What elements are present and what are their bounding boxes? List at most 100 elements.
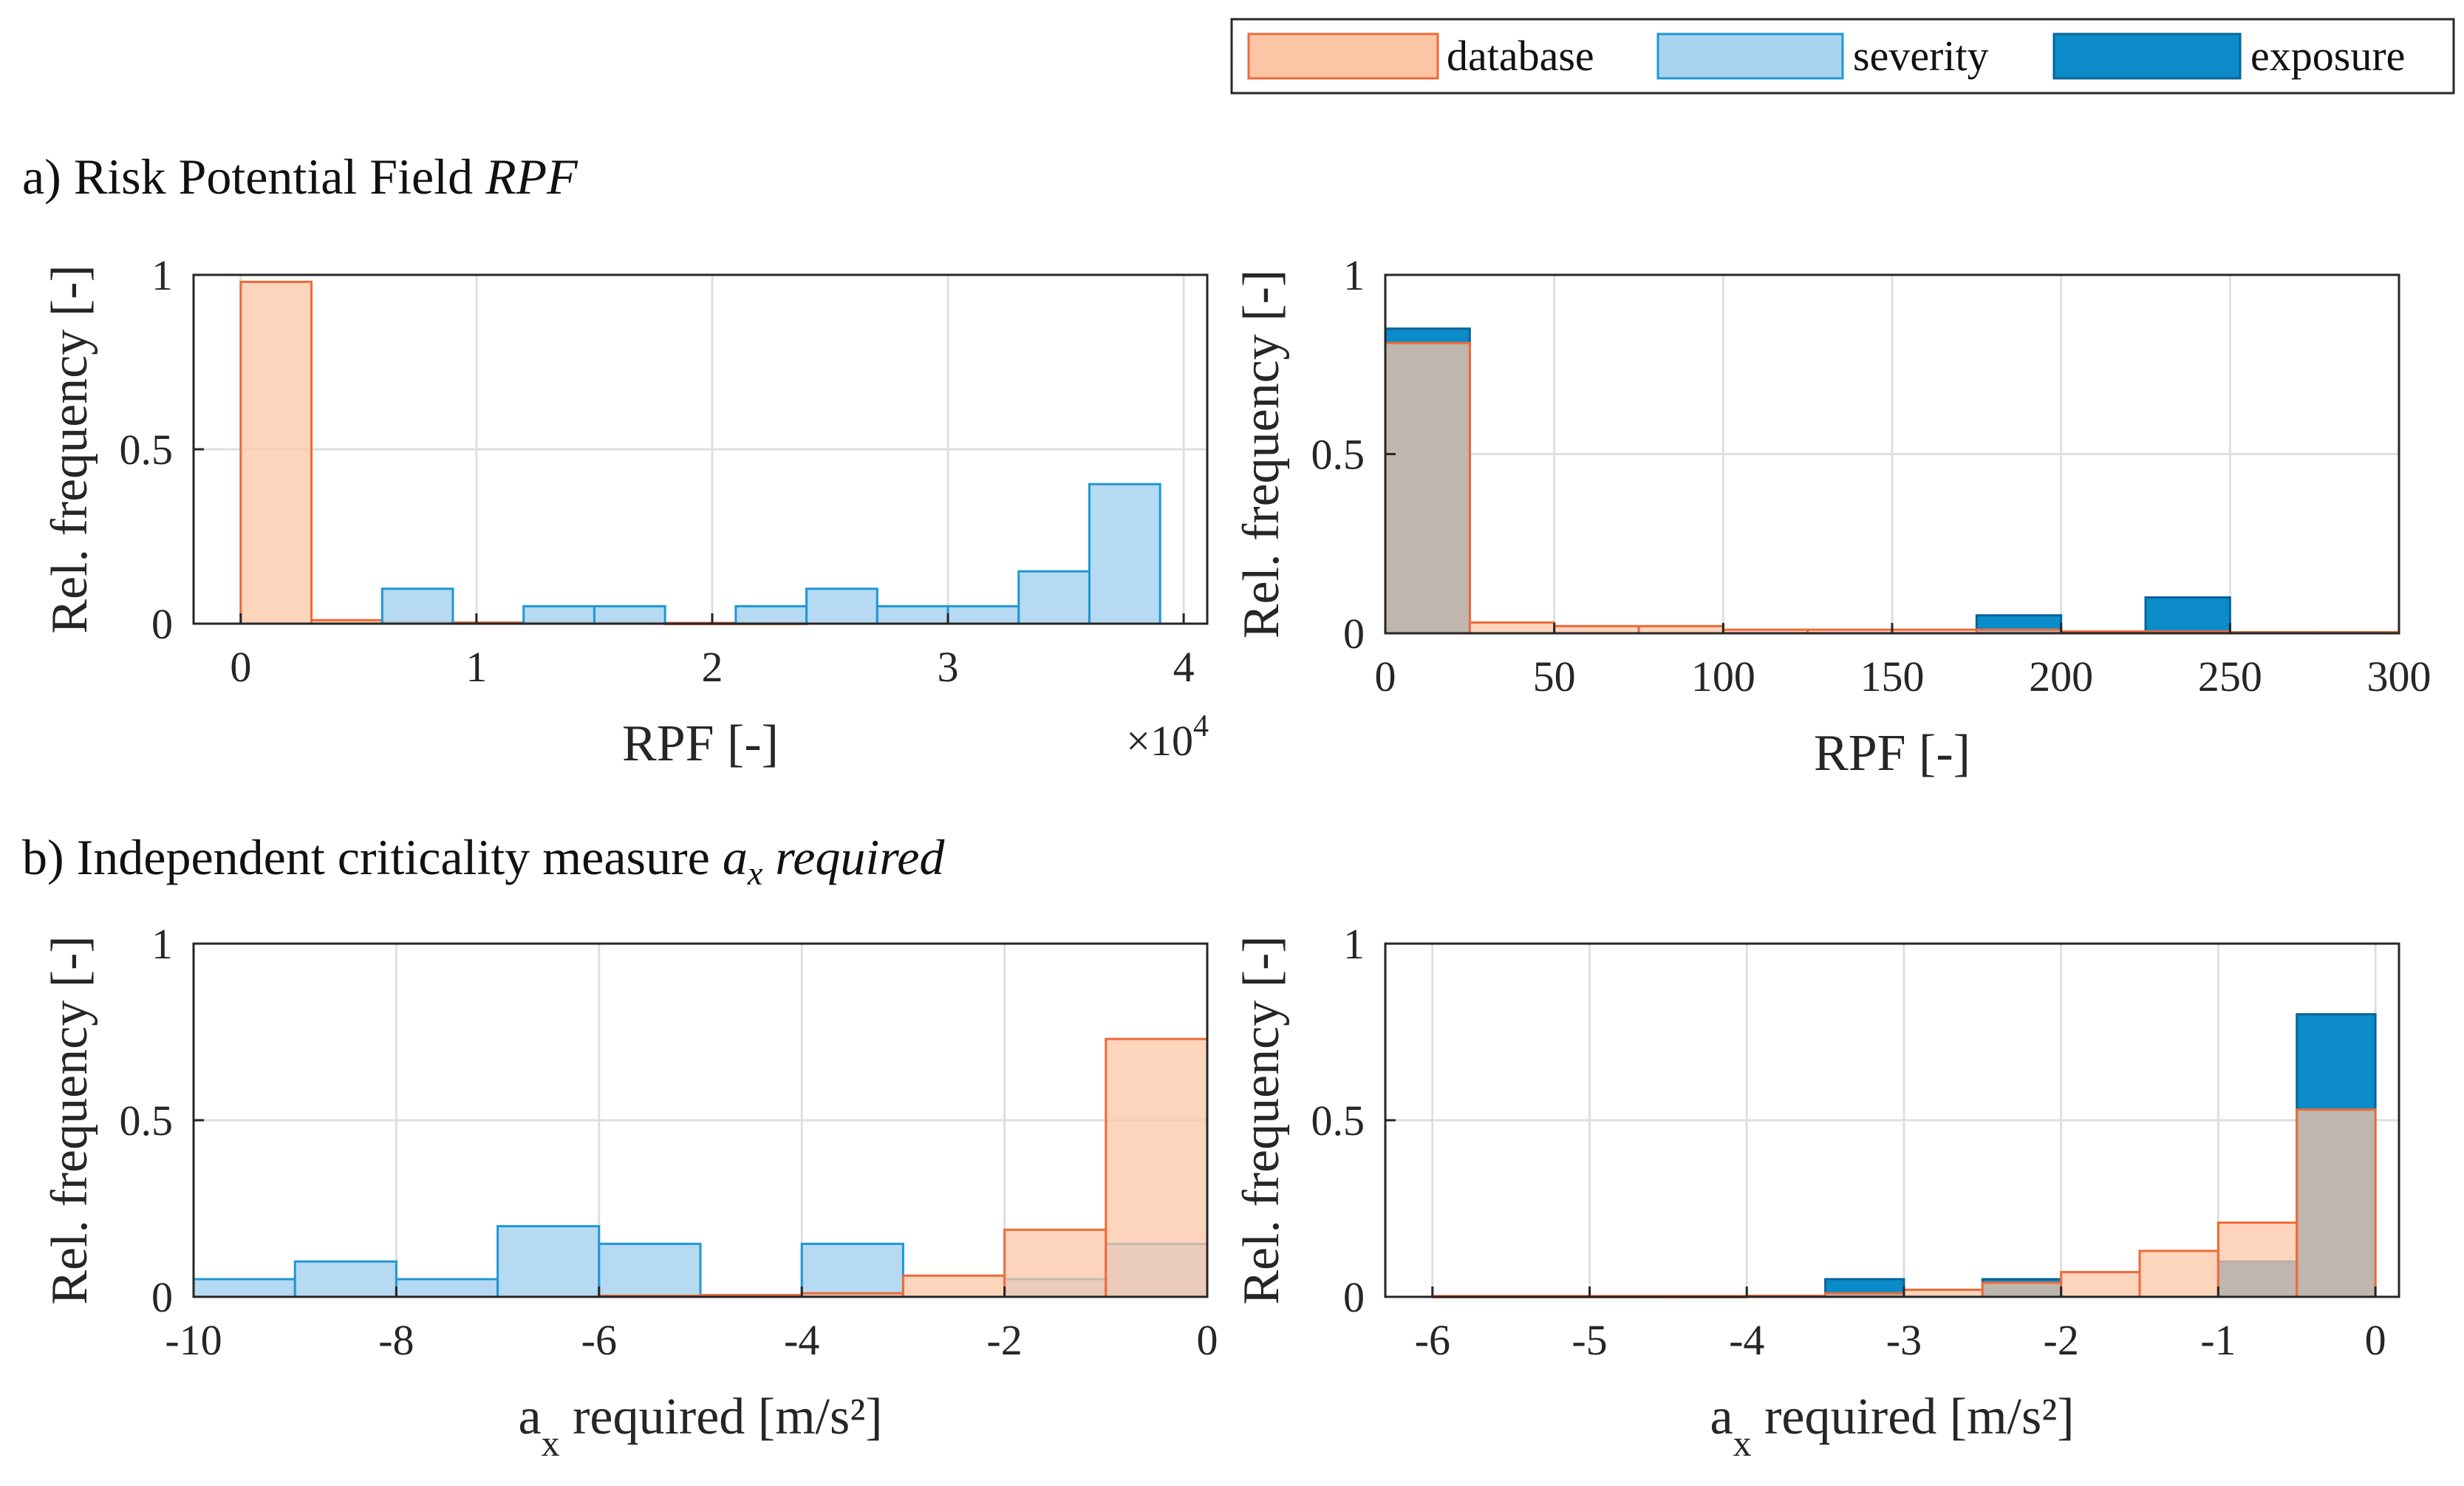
y-tick-label: 0 xyxy=(151,600,173,648)
chart-b_right: -6 -5 -4 -3 -2 -1 0 0 0.5 1 ax required [m/s²] Rel.… xyxy=(1233,920,2400,1464)
x-exponent-power: 4 xyxy=(1193,709,1209,743)
y-tick-label: 1 xyxy=(151,920,173,968)
x-tick-label: 0 xyxy=(2365,1316,2386,1364)
x-tick-label: -4 xyxy=(1729,1316,1764,1364)
y-tick-label: 0.5 xyxy=(1311,1097,1365,1145)
y-tick-label: 0 xyxy=(151,1273,173,1321)
x-tick-label: -3 xyxy=(1886,1316,1922,1364)
x-tick-label: 1 xyxy=(465,643,487,691)
bar-database xyxy=(1003,1228,1108,1298)
bar-severity xyxy=(1017,570,1091,625)
y-axis-label: Rel. frequency [-] xyxy=(41,935,98,1304)
x-axis-label: ax required [m/s²] xyxy=(1710,1388,2074,1464)
x-tick-label: 300 xyxy=(2367,652,2431,701)
bar-exposure xyxy=(2144,596,2231,635)
x-tick-label: -8 xyxy=(378,1316,414,1364)
x-tick-label: 150 xyxy=(1860,652,1925,701)
bar-severity xyxy=(380,587,454,625)
x-tick-label: 100 xyxy=(1691,652,1755,701)
bar-severity xyxy=(598,1242,702,1298)
bar-severity xyxy=(800,1242,904,1298)
x-axis-label-sub-x: x xyxy=(1733,1422,1752,1464)
bar-severity xyxy=(395,1278,499,1298)
legend-swatch-database xyxy=(1247,33,1439,80)
chart-b_left: -10 -8 -6 -4 -2 0 0 0.5 1 ax required [m/s²] Rel. … xyxy=(41,920,1218,1464)
legend-label-database: database xyxy=(1447,32,1594,80)
bar-database xyxy=(239,280,313,625)
x-axis-label-a: a xyxy=(1710,1388,1733,1445)
legend-label-exposure: exposure xyxy=(2250,32,2405,80)
y-tick-label: 0 xyxy=(1343,1273,1365,1321)
x-tick-label: -10 xyxy=(165,1316,222,1364)
x-axis-label: RPF [-] xyxy=(1814,725,1970,782)
section-a-title: a) Risk Potential Field RPF xyxy=(22,149,579,205)
x-tick-label: 250 xyxy=(2198,652,2262,701)
bar-severity xyxy=(496,1224,601,1298)
legend: database severity exposure xyxy=(1230,18,2455,95)
legend-swatch-severity xyxy=(1656,33,1844,80)
x-tick-label: 0 xyxy=(230,643,251,691)
x-exponent-base: 10 xyxy=(1150,717,1193,765)
bar-severity xyxy=(1088,483,1161,625)
chart-a_right: 0 50 100 150 200 250 300 0 0.5 1 RPF [-] Rel. frequ… xyxy=(1233,251,2431,782)
x-tick-label: -6 xyxy=(581,1316,617,1364)
y-axis-label: Rel. frequency [-] xyxy=(1233,270,1290,638)
bar-database xyxy=(1384,341,1471,635)
bar-severity xyxy=(522,604,595,625)
legend-label-severity: severity xyxy=(1853,32,1989,80)
y-axis-label: Rel. frequency [-] xyxy=(1233,935,1290,1304)
bar-database xyxy=(2216,1221,2299,1298)
bar-severity xyxy=(805,587,878,625)
bar-severity xyxy=(946,604,1020,625)
y-tick-label: 1 xyxy=(151,251,173,299)
section-b-title-sub-x: x xyxy=(747,854,763,892)
x-axis-label-sub-x: x xyxy=(542,1422,560,1464)
x-axis-label-a: a xyxy=(518,1388,541,1445)
x-axis-label: RPF [-] xyxy=(622,715,779,772)
y-tick-label: 0.5 xyxy=(120,426,174,474)
x-axis-label-rest: required [m/s²] xyxy=(1752,1388,2075,1445)
x-tick-label: 3 xyxy=(938,643,959,691)
x-tick-label: 0 xyxy=(1197,1316,1218,1364)
x-exponent-times: × xyxy=(1126,717,1150,765)
x-tick-label: 0 xyxy=(1375,652,1396,701)
section-b-title-text: b) Independent criticality measure xyxy=(22,829,723,885)
x-tick-label: 2 xyxy=(701,643,723,691)
y-tick-label: 1 xyxy=(1343,251,1365,299)
x-exponent-label: ×104 xyxy=(1126,709,1209,765)
bar-severity xyxy=(192,1278,296,1298)
y-axis-label: Rel. frequency [-] xyxy=(41,265,98,633)
section-a-title-italic: RPF xyxy=(485,149,579,205)
x-tick-label: -2 xyxy=(2044,1316,2079,1364)
bar-severity xyxy=(734,604,808,625)
section-b-title: b) Independent criticality measure ax re… xyxy=(22,829,945,892)
bar-severity xyxy=(293,1260,397,1298)
section-a-title-text: a) Risk Potential Field xyxy=(22,149,485,205)
bar-database xyxy=(2138,1250,2219,1298)
x-tick-label: 4 xyxy=(1173,643,1195,691)
x-tick-label: -4 xyxy=(784,1316,819,1364)
section-b-title-suffix: required xyxy=(762,829,945,885)
x-tick-label: -5 xyxy=(1571,1316,1607,1364)
bar-database xyxy=(1105,1037,1209,1298)
bar-database xyxy=(1468,621,1556,635)
y-tick-label: 1 xyxy=(1343,920,1365,968)
x-tick-label: -6 xyxy=(1415,1316,1450,1364)
y-tick-label: 0 xyxy=(1343,610,1365,658)
bar-severity xyxy=(876,604,949,625)
x-axis-label-rest: required [m/s²] xyxy=(560,1388,883,1445)
y-tick-label: 0.5 xyxy=(120,1097,174,1145)
x-tick-label: -1 xyxy=(2200,1316,2236,1364)
section-b-title-a: a xyxy=(723,829,748,885)
x-axis-label: ax required [m/s²] xyxy=(518,1388,882,1464)
bar-database xyxy=(2296,1108,2377,1298)
bar-database xyxy=(1981,1281,2063,1298)
bar-severity xyxy=(593,604,666,625)
y-tick-label: 0.5 xyxy=(1311,431,1365,479)
x-tick-label: 50 xyxy=(1533,652,1576,701)
legend-swatch-exposure xyxy=(2052,33,2242,80)
